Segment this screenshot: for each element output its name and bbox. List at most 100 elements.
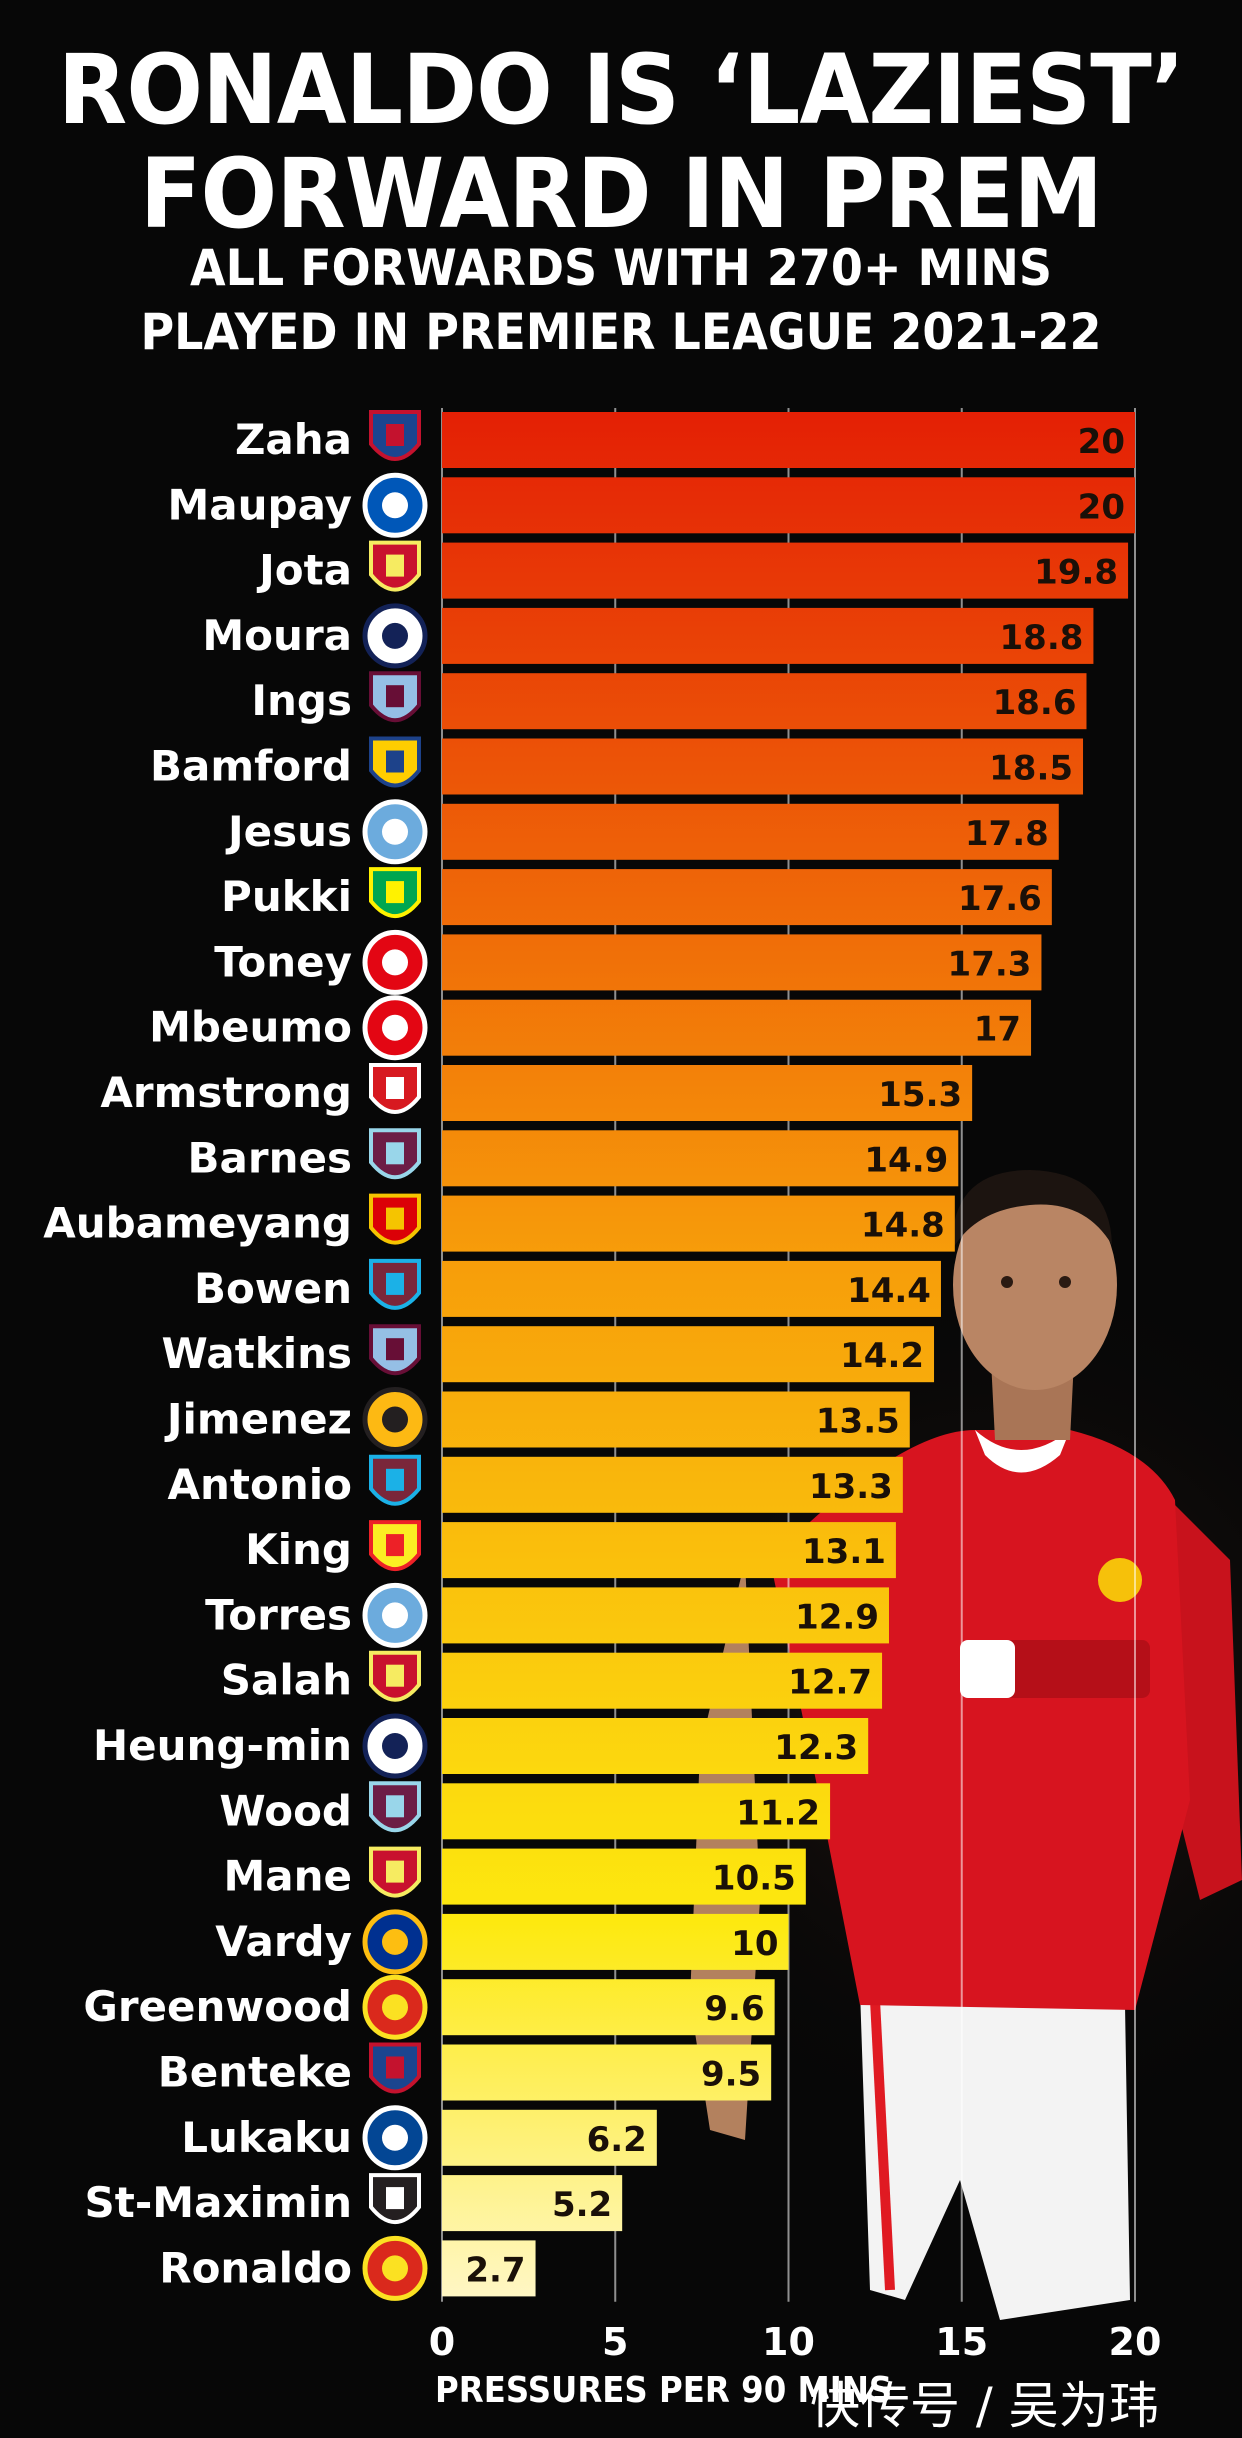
x-tick-label: 10 [762,2320,815,2364]
aston-villa-crest-icon [369,1324,421,1376]
data-label: 14.2 [840,1336,924,1376]
watford-crest-icon [369,1520,421,1571]
bar-maupay [442,477,1135,534]
arsenal-crest-icon [369,1193,421,1245]
bar-vardy [442,1913,789,1970]
bar-jimenez [442,1391,910,1448]
watermark: 快传号 / 吴为玮 [810,2377,1159,2435]
chart-subtitle-line-2: PLAYED IN PREMIER LEAGUE 2021-22 [140,303,1102,361]
bar-aubameyang [442,1195,955,1252]
bar-salah [442,1652,883,1709]
category-label: Torres [205,1590,352,1639]
brentford-crest-icon [362,995,428,1061]
bar-benteke [442,2044,772,2101]
bar-mane [442,1848,806,1905]
data-label: 13.3 [809,1467,893,1507]
data-label: 15.3 [878,1075,962,1115]
category-label: Zaha [235,415,352,464]
data-label: 17.6 [958,879,1042,919]
norwich-crest-icon [369,867,421,918]
data-label: 18.6 [993,683,1077,723]
data-label: 20 [1078,487,1125,527]
category-label: Bowen [194,1264,352,1313]
x-tick-label: 5 [602,2320,628,2364]
bar-torres [442,1587,889,1644]
category-label: Mbeumo [149,1003,352,1052]
x-axis-label: PRESSURES PER 90 MINS [435,2370,893,2411]
data-label: 2.7 [465,2250,525,2290]
data-label: 14.4 [847,1271,931,1311]
data-label: 10 [731,1924,778,1964]
x-tick-label: 0 [429,2320,455,2364]
burnley-crest-icon [369,1128,421,1180]
leeds-crest-icon [369,736,421,788]
bar-mbeumo [442,999,1032,1056]
bar-lukaku [442,2109,657,2166]
bar-jota [442,542,1129,599]
category-label: St-Maximin [85,2178,352,2227]
category-label: Armstrong [100,1068,352,1117]
category-label: Maupay [167,480,352,529]
man-city-crest-icon [362,1582,428,1648]
leicester-crest-icon [362,1909,428,1975]
bar-heung-min [442,1718,869,1774]
brentford-crest-icon [362,929,428,995]
data-label: 13.5 [816,1402,900,1442]
data-label: 12.3 [774,1728,858,1768]
man-united-crest-icon [362,2235,428,2301]
category-label: Mane [223,1852,352,1901]
chart-subtitle-line-1: ALL FORWARDS WITH 270+ MINS [189,239,1053,297]
data-label: 11.2 [736,1793,820,1833]
newcastle-crest-icon [369,2173,421,2224]
bar-king [442,1522,896,1579]
tottenham-crest-icon [362,603,428,669]
x-tick-label: 15 [935,2320,988,2364]
category-label: Moura [202,611,352,660]
category-label: Bamford [150,742,352,791]
category-label: Toney [214,937,352,986]
data-label: 6.2 [587,2120,647,2160]
bar-toney [442,934,1042,991]
category-label: Barnes [188,1133,352,1182]
chart-title: RONALDO IS ‘LAZIEST’ FORWARD IN PREM [37,38,1204,246]
x-tick-label: 20 [1109,2320,1162,2364]
category-label: Salah [221,1656,352,1705]
southampton-crest-icon [369,1063,421,1114]
west-ham-crest-icon [369,1258,421,1310]
category-label: Ronaldo [159,2243,352,2292]
category-label: Wood [219,1786,352,1835]
data-label: 19.8 [1034,553,1118,593]
bar-st-maximin [442,2175,623,2232]
bar-jesus [442,803,1059,860]
wolves-crest-icon [362,1387,428,1452]
bar-antonio [442,1456,903,1513]
category-label: Benteke [158,2048,352,2097]
bar-greenwood [442,1979,775,2036]
bar-zaha [442,412,1135,468]
category-label: Heung-min [93,1721,352,1770]
data-label: 17 [974,1010,1021,1050]
category-label: Greenwood [83,1982,352,2031]
data-label: 20 [1078,422,1125,462]
data-label: 18.5 [989,749,1073,789]
chelsea-crest-icon [362,2105,428,2171]
category-label: Pukki [221,872,352,921]
liverpool-crest-icon [369,1846,421,1898]
data-label: 14.8 [861,1206,945,1246]
bar-barnes [442,1130,959,1187]
data-label: 14.9 [864,1140,948,1180]
bar-bowen [442,1260,941,1317]
bar-moura [442,607,1094,664]
chart-title-line-2: FORWARD IN PREM [139,138,1103,250]
data-label: 12.7 [788,1663,872,1703]
bar-watkins [442,1326,935,1383]
category-label: Antonio [168,1460,353,1509]
data-label: 9.5 [701,2055,761,2095]
bar-armstrong [442,1065,973,1121]
category-label: Jimenez [164,1395,352,1444]
data-label: 5.2 [552,2185,612,2225]
data-label: 10.5 [712,1859,796,1899]
data-label: 17.3 [948,944,1032,984]
data-label: 9.6 [704,1989,764,2029]
category-label: Jesus [225,807,352,856]
